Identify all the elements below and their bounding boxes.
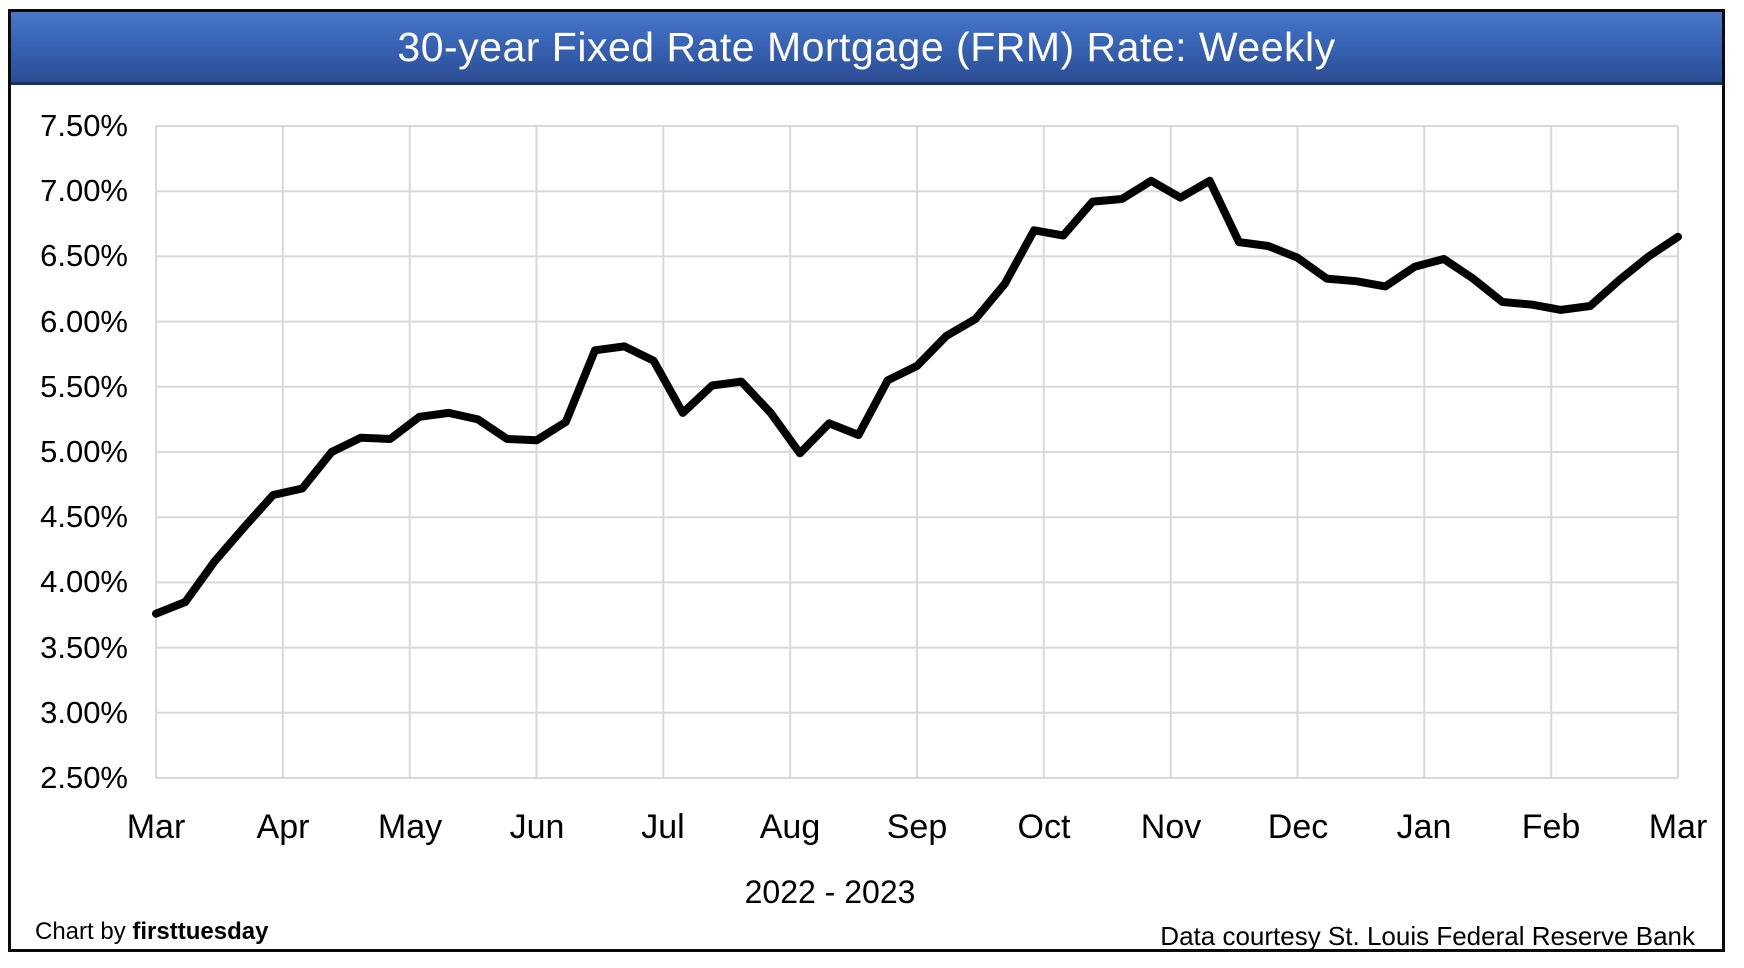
y-axis-tick-label: 6.00% bbox=[40, 304, 128, 339]
chart-frame: 30-year Fixed Rate Mortgage (FRM) Rate: … bbox=[8, 9, 1725, 952]
x-axis-tick-label: Mar bbox=[126, 808, 186, 846]
x-axis-title: 2022 - 2023 bbox=[744, 874, 916, 910]
x-axis-tick-label: Mar bbox=[1648, 808, 1708, 846]
y-axis-tick-label: 5.00% bbox=[40, 434, 128, 469]
credit-brand: firsttuesday bbox=[132, 918, 269, 945]
x-axis-tick-label: Jan bbox=[1396, 808, 1452, 846]
y-axis-tick-label: 4.50% bbox=[40, 499, 128, 534]
x-axis-tick-label: Nov bbox=[1140, 808, 1202, 846]
y-axis-tick-label: 3.00% bbox=[40, 695, 128, 730]
title-bar: 30-year Fixed Rate Mortgage (FRM) Rate: … bbox=[11, 12, 1722, 85]
gridlines bbox=[155, 125, 1679, 779]
x-axis-tick-label: Apr bbox=[256, 808, 310, 846]
x-axis-tick-label: Oct bbox=[1017, 808, 1071, 846]
x-axis-tick-label: Sep bbox=[886, 808, 948, 846]
y-axis-tick-label: 6.50% bbox=[40, 238, 128, 273]
chart-title: 30-year Fixed Rate Mortgage (FRM) Rate: … bbox=[397, 23, 1336, 70]
x-axis-tick-label: Jul bbox=[641, 808, 685, 846]
x-axis-tick-label: Feb bbox=[1521, 808, 1581, 846]
y-axis-tick-label: 7.50% bbox=[40, 108, 128, 143]
credit-prefix: Chart by bbox=[35, 918, 133, 945]
y-axis-tick-label: 4.00% bbox=[40, 564, 128, 599]
y-axis-tick-label: 5.50% bbox=[40, 369, 128, 404]
x-axis-tick-label: Jun bbox=[509, 808, 565, 846]
data-source-credit: Data courtesy St. Louis Federal Reserve … bbox=[1160, 921, 1695, 951]
frm-rate-line bbox=[152, 176, 1682, 618]
credit-left: Chart by firsttuesday bbox=[35, 917, 268, 947]
y-axis-tick-label: 2.50% bbox=[40, 760, 128, 795]
x-axis-tick-label: Dec bbox=[1267, 808, 1329, 846]
y-axis-tick-label: 3.50% bbox=[40, 630, 128, 665]
x-axis-tick-label: May bbox=[377, 808, 443, 846]
x-axis-tick-label: Aug bbox=[759, 808, 821, 846]
y-axis-tick-label: 7.00% bbox=[40, 173, 128, 208]
